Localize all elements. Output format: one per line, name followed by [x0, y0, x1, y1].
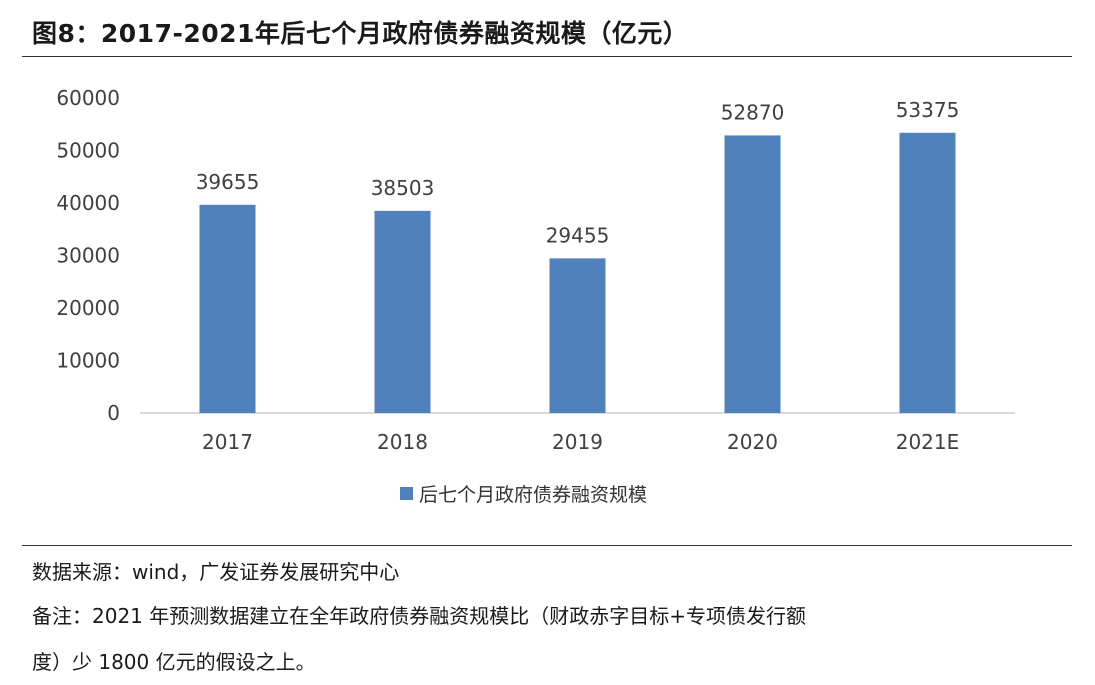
- bar-2017: [199, 204, 256, 413]
- bottom-divider: [22, 545, 1072, 546]
- y-tick-label: 40000: [56, 191, 120, 215]
- chart-title: 图8：2017-2021年后七个月政府债券融资规模（亿元）: [32, 19, 689, 48]
- y-tick-label: 30000: [56, 244, 120, 268]
- data-label: 38503: [371, 176, 435, 200]
- data-label: 52870: [721, 100, 785, 124]
- data-label: 53375: [896, 98, 960, 122]
- bar-chart: 0 10000 20000 30000 40000 50000 60000 39655 2017…: [56, 86, 1015, 454]
- x-tick-label: 2021E: [896, 430, 960, 454]
- legend-swatch: [400, 487, 413, 500]
- legend-label: 后七个月政府债券融资规模: [419, 484, 648, 506]
- y-tick-label: 0: [107, 401, 120, 425]
- x-tick-label: 2019: [552, 430, 603, 454]
- remark-note-line2: 度）少 1800 亿元的假设之上。: [32, 650, 316, 674]
- data-label: 39655: [196, 170, 260, 194]
- y-tick-label: 20000: [56, 296, 120, 320]
- x-tick-label: 2017: [202, 430, 253, 454]
- data-label: 29455: [546, 223, 610, 247]
- bar-2018: [374, 210, 431, 413]
- source-note: 数据来源：wind，广发证券发展研究中心: [32, 560, 400, 584]
- remark-note-line1: 备注：2021 年预测数据建立在全年政府债券融资规模比（财政赤字目标+专项债发行…: [32, 604, 807, 628]
- y-tick-label: 60000: [56, 86, 120, 110]
- y-tick-label: 10000: [56, 349, 120, 373]
- top-divider: [22, 56, 1072, 57]
- bar-2020: [724, 135, 781, 413]
- x-tick-label: 2020: [727, 430, 778, 454]
- x-tick-label: 2018: [377, 430, 428, 454]
- y-tick-label: 50000: [56, 139, 120, 163]
- legend: 后七个月政府债券融资规模: [400, 480, 647, 507]
- bar-2019: [549, 258, 606, 413]
- bar-2021E: [899, 132, 956, 413]
